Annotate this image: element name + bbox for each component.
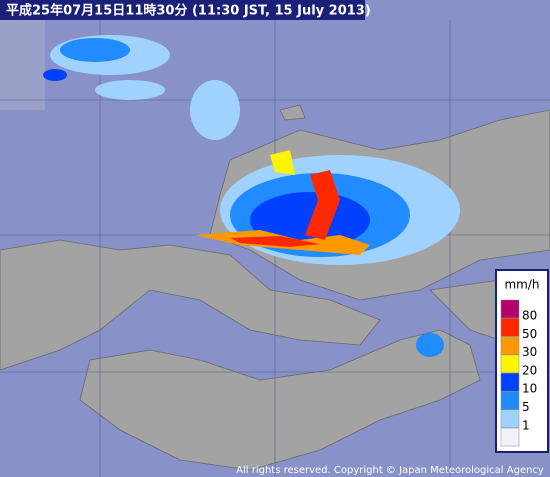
legend-label: 10 (522, 382, 537, 396)
legend-swatch (500, 336, 520, 355)
legend-unit: mm/h (504, 278, 539, 292)
legend-label: 50 (522, 327, 537, 341)
rain-echoes (43, 35, 460, 357)
legend: mm/h 80 50 30 20 10 5 1 (495, 269, 549, 453)
legend-swatch (500, 409, 520, 429)
legend-label: 1 (522, 418, 530, 432)
legend-label: 5 (522, 400, 530, 414)
legend-swatch (500, 318, 520, 337)
header-bar (0, 0, 365, 20)
legend-swatch-none (500, 427, 520, 447)
legend-swatch (500, 354, 520, 374)
header-title: 平成25年07月15日11時30分 (11:30 JST, 15 July 20… (6, 3, 371, 19)
legend-swatch (500, 372, 520, 392)
copyright: All rights reserved. Copyright © Japan M… (236, 465, 544, 476)
legend-label: 80 (522, 309, 537, 323)
legend-swatch (500, 391, 520, 410)
legend-swatch (500, 299, 520, 319)
legend-label: 20 (522, 363, 537, 377)
legend-label: 30 (522, 345, 537, 359)
